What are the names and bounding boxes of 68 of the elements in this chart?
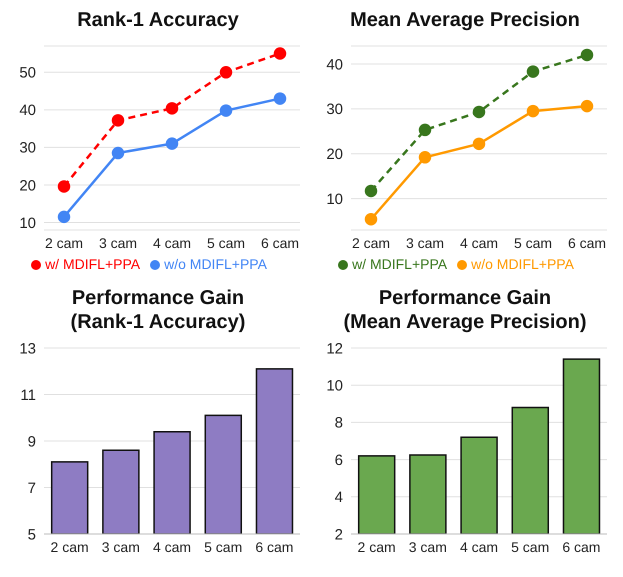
chart-title: Performance Gain (Rank-1 Accuracy): [70, 286, 246, 335]
y-tick-label: 20: [19, 177, 36, 194]
point: [472, 138, 486, 150]
y-tick-label: 9: [28, 433, 36, 450]
y-tick-label: 11: [20, 386, 36, 404]
point: [580, 100, 594, 112]
x-tick-label: 6 cam: [568, 234, 606, 251]
x-tick-label: 5 cam: [511, 538, 550, 555]
y-tick-label: 40: [19, 102, 36, 120]
x-tick-label: 4 cam: [152, 234, 192, 251]
x-tick-label: 6 cam: [255, 538, 294, 555]
x-tick-label: 3 cam: [408, 538, 447, 555]
y-tick-label: 12: [326, 340, 343, 358]
legend-label: w/o MDIFL+PPA: [471, 256, 574, 272]
x-tick-label: 5 cam: [204, 538, 242, 555]
y-tick-label: 4: [334, 489, 343, 506]
point: [166, 102, 178, 115]
point: [274, 47, 286, 60]
point: [58, 180, 70, 193]
point: [580, 48, 594, 62]
x-tick-label: 6 cam: [260, 234, 300, 251]
x-tick-label: 3 cam: [98, 234, 138, 251]
x-tick-label: 4 cam: [152, 538, 192, 555]
legend-label: w/ MDIFL+PPA: [45, 256, 140, 272]
y-tick-label: 8: [334, 414, 343, 432]
x-tick-label: 2 cam: [352, 234, 390, 251]
point: [220, 104, 232, 117]
chart-title: Rank-1 Accuracy: [76, 8, 240, 33]
y-tick-label: 40: [326, 56, 343, 74]
point: [364, 184, 378, 198]
point: [274, 92, 286, 105]
point: [112, 114, 124, 127]
point: [58, 210, 70, 224]
y-tick-label: 50: [19, 64, 36, 82]
y-tick-label: 10: [326, 378, 343, 395]
x-tick-label: 2 cam: [44, 234, 84, 251]
y-tick-label: 6: [334, 452, 343, 469]
x-tick-label: 2 cam: [50, 538, 89, 555]
y-tick-label: 20: [326, 146, 343, 164]
chart-title: Mean Average Precision: [349, 8, 581, 33]
legend-label: w/o MDIFL+PPA: [164, 256, 267, 272]
y-tick-label: 5: [28, 526, 36, 544]
y-tick-label: 13: [19, 340, 36, 358]
legend-label: w/ MDIFL+PPA: [352, 256, 448, 272]
point: [418, 151, 432, 164]
x-tick-label: 5 cam: [206, 234, 246, 251]
point: [418, 124, 432, 136]
x-tick-label: 5 cam: [514, 234, 552, 251]
point: [526, 65, 540, 78]
y-tick-label: 30: [326, 101, 343, 118]
x-tick-label: 3 cam: [406, 234, 444, 251]
x-tick-label: 3 cam: [102, 538, 140, 555]
y-tick-label: 30: [19, 140, 36, 157]
x-tick-label: 4 cam: [460, 234, 498, 251]
y-tick-label: 10: [326, 190, 343, 208]
point: [526, 104, 540, 118]
point: [472, 106, 486, 118]
x-tick-label: 6 cam: [562, 538, 600, 555]
x-tick-label: 2 cam: [358, 538, 396, 555]
chart-title: Performance Gain (Mean Average Precision): [342, 286, 588, 335]
point: [166, 137, 178, 150]
point: [220, 66, 232, 79]
y-tick-label: 2: [334, 526, 343, 544]
y-tick-label: 7: [28, 480, 36, 497]
x-tick-label: 4 cam: [460, 538, 498, 555]
y-tick-label: 10: [19, 214, 36, 232]
point: [364, 212, 378, 226]
point: [112, 146, 124, 160]
